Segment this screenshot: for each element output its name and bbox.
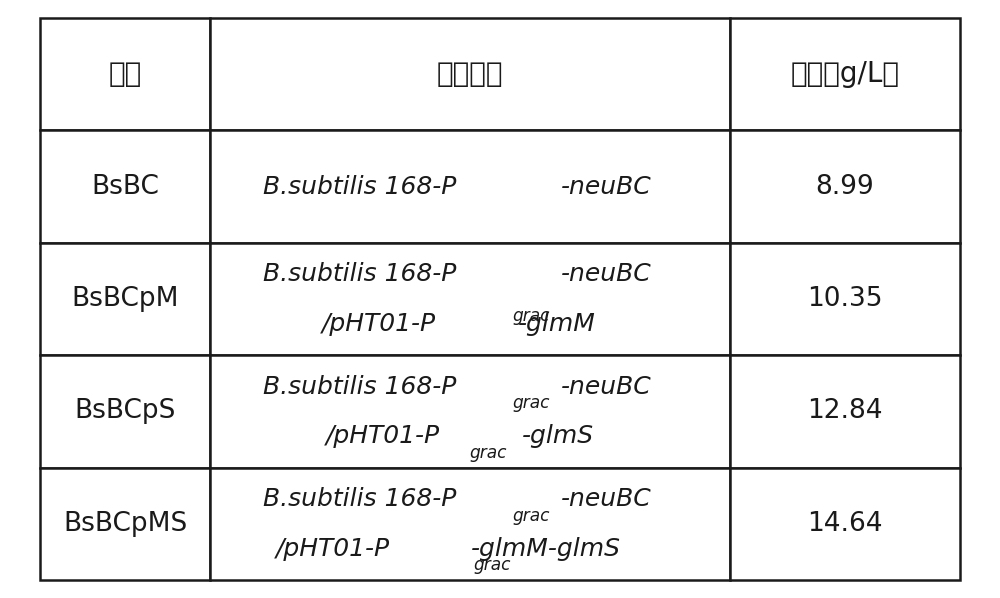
Text: BsBCpS: BsBCpS <box>74 398 176 425</box>
Bar <box>730 130 960 243</box>
Text: grac: grac <box>469 444 507 462</box>
Text: 12.84: 12.84 <box>807 398 883 425</box>
Text: -neuBC: -neuBC <box>561 487 651 511</box>
Text: BsBCpM: BsBCpM <box>71 286 179 312</box>
Text: 10.35: 10.35 <box>807 286 883 312</box>
Bar <box>210 130 730 243</box>
Text: B.subtilis 168-P: B.subtilis 168-P <box>263 175 456 199</box>
Bar <box>210 468 730 580</box>
Text: grac: grac <box>473 556 511 574</box>
Bar <box>730 355 960 468</box>
Text: 产量（g/L）: 产量（g/L） <box>790 60 900 88</box>
Text: BsBCpMS: BsBCpMS <box>63 511 187 537</box>
Text: 14.64: 14.64 <box>807 511 883 537</box>
Bar <box>40 18 210 130</box>
Text: B.subtilis 168-P: B.subtilis 168-P <box>263 487 456 511</box>
Bar <box>210 355 730 468</box>
Text: /pHT01-P: /pHT01-P <box>322 312 436 335</box>
Text: -glmM: -glmM <box>518 312 596 335</box>
Text: 8.99: 8.99 <box>816 173 874 200</box>
Text: -glmS: -glmS <box>521 424 594 448</box>
Bar <box>40 355 210 468</box>
Text: grac: grac <box>512 395 550 413</box>
Bar <box>210 243 730 355</box>
Text: /pHT01-P: /pHT01-P <box>326 424 440 448</box>
Text: 菌株: 菌株 <box>108 60 142 88</box>
Bar <box>40 468 210 580</box>
Text: -neuBC: -neuBC <box>561 263 651 286</box>
Text: -neuBC: -neuBC <box>561 175 651 199</box>
Bar <box>730 243 960 355</box>
Text: B.subtilis 168-P: B.subtilis 168-P <box>263 375 456 399</box>
Text: B.subtilis 168-P: B.subtilis 168-P <box>263 263 456 286</box>
Text: BsBC: BsBC <box>91 173 159 200</box>
Bar <box>40 130 210 243</box>
Text: /pHT01-P: /pHT01-P <box>276 536 390 560</box>
Text: grac: grac <box>512 307 550 325</box>
Text: 基本描述: 基本描述 <box>437 60 503 88</box>
Text: grac: grac <box>512 507 550 525</box>
Bar <box>210 18 730 130</box>
Bar <box>40 243 210 355</box>
Bar <box>730 468 960 580</box>
Text: -neuBC: -neuBC <box>561 375 651 399</box>
Bar <box>730 18 960 130</box>
Text: -glmM-glmS: -glmM-glmS <box>471 536 621 560</box>
